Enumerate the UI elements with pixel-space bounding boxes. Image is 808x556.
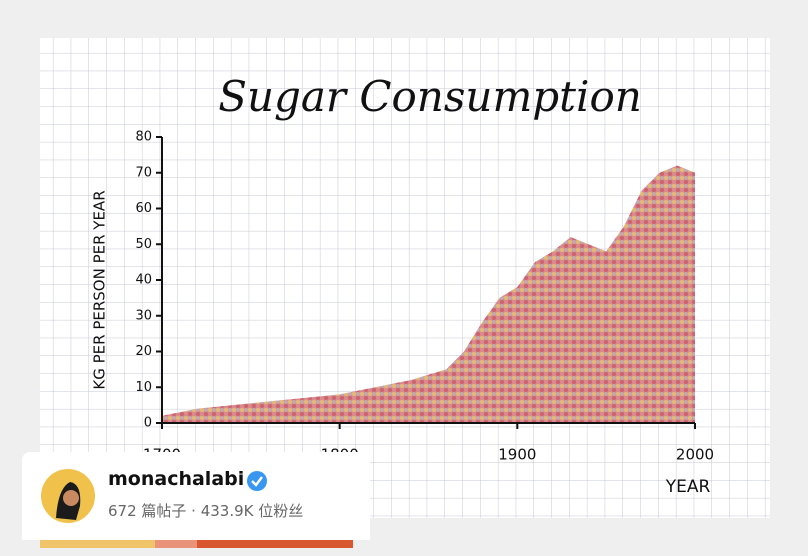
x-tick-label: 2000: [676, 446, 714, 464]
strip: [155, 540, 197, 548]
profile-stats: 672 篇帖子 · 433.9K 位粉丝: [108, 502, 304, 520]
username[interactable]: monachalabi: [108, 468, 245, 490]
y-tick-label: 80: [135, 130, 152, 145]
profile-card: monachalabi 672 篇帖子 · 433.9K 位粉丝: [22, 452, 370, 540]
strip: [40, 540, 155, 548]
y-tick-label: 30: [135, 308, 152, 323]
y-tick-label: 50: [135, 237, 152, 252]
avatar[interactable]: [38, 466, 98, 526]
strip: [197, 540, 353, 548]
chart-title: Sugar Consumption: [218, 72, 642, 121]
verified-badge: [247, 471, 267, 491]
area-texture: [162, 165, 695, 423]
x-axis-label: YEAR: [665, 477, 711, 497]
y-tick-label: 70: [135, 165, 152, 180]
y-tick-label: 0: [144, 416, 152, 431]
y-tick-label: 60: [135, 201, 152, 216]
y-axis-label: KG PER PERSON PER YEAR: [91, 190, 109, 389]
y-tick-label: 40: [135, 273, 152, 288]
x-tick-label: 1900: [498, 446, 536, 464]
y-tick-label: 10: [135, 380, 152, 395]
y-tick-label: 20: [135, 344, 152, 359]
